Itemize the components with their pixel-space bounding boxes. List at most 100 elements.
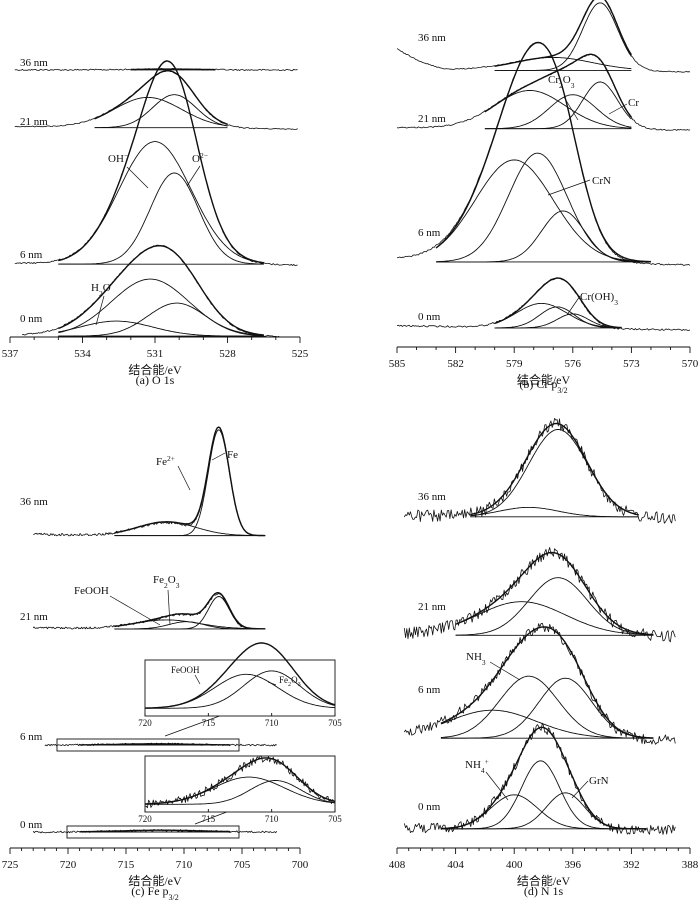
fit-component	[94, 94, 228, 129]
depth-label: 36 nm	[20, 496, 48, 508]
x-tick-label: 408	[389, 859, 406, 871]
depth-label: 36 nm	[20, 57, 48, 69]
leader-line	[547, 179, 591, 196]
inset-component	[145, 776, 336, 805]
fit-component	[114, 619, 266, 630]
panel-caption: (b) Cr p3/2	[519, 377, 567, 395]
fit-component	[58, 141, 264, 264]
peak-annotation: O2−	[192, 151, 208, 166]
leader-line	[608, 103, 628, 115]
fit-envelope	[494, 277, 622, 329]
fit-component	[436, 152, 651, 263]
peak-annotation: Cr	[628, 97, 639, 109]
inset-2: 720 715 710 705	[66, 755, 342, 839]
inset-frame	[144, 755, 336, 813]
inset-tick-label: 705	[328, 718, 342, 728]
leader-line	[194, 674, 201, 685]
raw-spectrum	[33, 473, 208, 537]
leader-line	[126, 166, 149, 189]
raw-spectrum	[403, 418, 676, 524]
inset-peak-label: Fe2O3	[279, 675, 301, 688]
inset-arrow	[164, 713, 226, 737]
depth-label: 36 nm	[418, 491, 446, 503]
depth-label: 21 nm	[20, 611, 48, 623]
fit-component	[94, 96, 228, 127]
inset-component	[145, 780, 336, 805]
fit-envelope	[58, 60, 264, 264]
x-tick-label: 525	[292, 348, 309, 360]
inset-selection-box	[66, 825, 240, 839]
fit-component	[494, 302, 622, 329]
leader-line	[563, 96, 579, 121]
depth-label: 6 nm	[20, 731, 43, 743]
trace-0-nm	[32, 829, 278, 834]
fit-component	[114, 521, 266, 537]
fit-component	[435, 159, 651, 263]
x-tick-label: 404	[447, 859, 464, 871]
x-tick-label: 582	[447, 358, 464, 370]
leader-line	[571, 780, 589, 799]
fit-component	[470, 506, 639, 518]
depth-label: 0 nm	[418, 311, 441, 323]
trace-21-nm	[403, 547, 676, 643]
trace-6-nm	[14, 60, 298, 266]
peak-annotation: CrN	[592, 175, 611, 187]
fit-envelope	[455, 551, 654, 636]
depth-label: 21 nm	[418, 113, 446, 125]
depth-label: 0 nm	[418, 801, 441, 813]
x-tick-label: 576	[565, 358, 582, 370]
fit-envelope	[435, 41, 651, 263]
x-tick-label: 705	[234, 859, 251, 871]
inset-tick-label: 710	[265, 814, 279, 824]
fit-component	[114, 429, 266, 537]
depth-label: 6 nm	[20, 249, 43, 261]
trace-21-nm	[396, 53, 691, 131]
trace-21-nm	[14, 70, 298, 130]
leader-line	[167, 589, 171, 626]
depth-label: 0 nm	[20, 313, 43, 325]
raw-spectrum	[403, 622, 676, 745]
x-axis-label: 结合能/eV	[128, 873, 182, 888]
inset-frame	[144, 659, 336, 717]
fit-component	[455, 577, 654, 636]
inset-tick-label: 715	[202, 718, 216, 728]
inset-peak-label: FeOOH	[171, 665, 200, 675]
x-tick-label: 700	[292, 859, 309, 871]
x-tick-label: 534	[74, 348, 91, 360]
x-axis-label: 结合能/eV	[128, 362, 182, 377]
fit-envelope	[58, 245, 264, 336]
leader-line	[485, 771, 509, 801]
fit-envelope	[114, 426, 266, 537]
x-tick-label: 585	[389, 358, 406, 370]
fit-envelope	[79, 829, 231, 833]
inset-tick-label: 715	[202, 814, 216, 824]
x-tick-label: 400	[506, 859, 523, 871]
panel-caption: (d) N 1s	[524, 884, 564, 898]
panel-caption: (c) Fe p3/2	[131, 884, 179, 902]
peak-annotation: Fe2O3	[153, 574, 180, 590]
peak-annotation: NH4+	[465, 757, 489, 775]
inset-tick-label: 705	[328, 814, 342, 824]
inset-component	[145, 670, 336, 709]
raw-spectrum	[21, 244, 281, 338]
peak-annotation: GrN	[589, 775, 609, 787]
panel-d: 408 404 400 396 392 388 结合能/eV(d) N 1s 36 nm 21 …	[389, 418, 699, 898]
fit-component	[484, 94, 632, 130]
fit-envelope	[440, 626, 654, 739]
trace-6-nm	[44, 742, 278, 747]
depth-label: 0 nm	[20, 819, 43, 831]
fit-component	[58, 172, 264, 265]
x-tick-label: 715	[118, 859, 135, 871]
panel-caption: (a) O 1s	[136, 373, 175, 387]
x-tick-label: 392	[623, 859, 640, 871]
leader-line	[489, 661, 521, 681]
peak-annotation: Cr2O3	[548, 74, 575, 90]
x-tick-label: 396	[565, 859, 582, 871]
x-tick-label: 720	[60, 859, 77, 871]
leader-line	[177, 465, 191, 491]
peak-annotation: NH3	[466, 651, 486, 667]
x-tick-label: 710	[176, 859, 193, 871]
peak-annotation: H2O	[91, 282, 111, 298]
depth-label: 6 nm	[418, 227, 441, 239]
